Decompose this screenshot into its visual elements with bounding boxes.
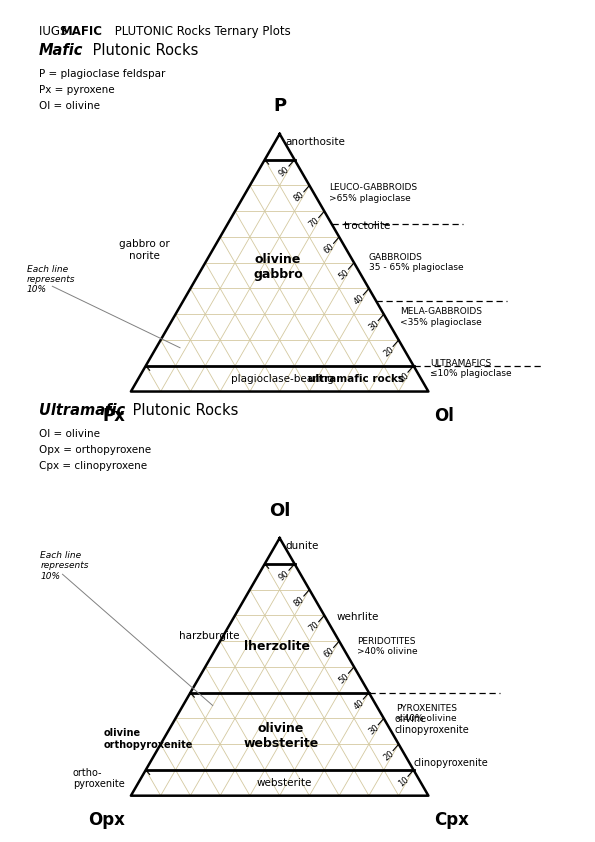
Text: Ol = olivine: Ol = olivine: [39, 101, 100, 111]
Text: ultramafic rocks: ultramafic rocks: [308, 374, 404, 384]
Text: Plutonic Rocks: Plutonic Rocks: [128, 403, 239, 418]
Text: GABBROIDS
35 - 65% plagioclase: GABBROIDS 35 - 65% plagioclase: [369, 253, 464, 273]
Text: Mafic: Mafic: [39, 43, 83, 58]
Text: dunite: dunite: [286, 541, 319, 552]
Text: lherzolite: lherzolite: [244, 640, 309, 653]
Text: olivine
websterite: olivine websterite: [243, 722, 319, 750]
Text: Ol: Ol: [434, 407, 454, 424]
Text: gabbro or
norite: gabbro or norite: [119, 239, 170, 261]
Text: Ol = olivine: Ol = olivine: [39, 429, 100, 439]
Text: Px = pyroxene: Px = pyroxene: [39, 85, 114, 95]
Text: 80: 80: [292, 190, 306, 204]
Text: Px: Px: [102, 407, 125, 424]
Text: 60: 60: [322, 646, 336, 659]
Text: PERIDOTITES
>40% olivine: PERIDOTITES >40% olivine: [357, 637, 418, 656]
Text: 20: 20: [381, 749, 396, 763]
Text: Cpx: Cpx: [434, 811, 469, 829]
Text: wehrlite: wehrlite: [336, 612, 378, 622]
Text: troctolite: troctolite: [344, 221, 391, 231]
Text: 90: 90: [277, 164, 292, 179]
Text: 10: 10: [396, 775, 411, 788]
Text: clinopyroxenite: clinopyroxenite: [414, 758, 488, 768]
Text: 80: 80: [292, 594, 306, 608]
Text: websterite: websterite: [256, 778, 312, 788]
Text: MELA-GABBROIDS
<35% plagioclase: MELA-GABBROIDS <35% plagioclase: [400, 307, 482, 327]
Text: Plutonic Rocks: Plutonic Rocks: [88, 43, 199, 58]
Text: Opx = orthopyroxene: Opx = orthopyroxene: [39, 445, 151, 455]
Text: Ol: Ol: [269, 502, 290, 520]
Text: MAFIC: MAFIC: [61, 24, 103, 38]
Text: 40: 40: [352, 697, 366, 711]
Text: IUGS: IUGS: [39, 24, 71, 38]
Text: ortho-
pyroxenite: ortho- pyroxenite: [73, 768, 124, 790]
Text: 40: 40: [352, 293, 366, 307]
Text: ULTRAMAFICS
≤10% plagioclase: ULTRAMAFICS ≤10% plagioclase: [430, 359, 512, 378]
Text: 10: 10: [396, 370, 411, 384]
Text: olivine
gabbro: olivine gabbro: [253, 253, 303, 281]
Text: Opx: Opx: [88, 811, 125, 829]
Text: PLUTONIC Rocks Ternary Plots: PLUTONIC Rocks Ternary Plots: [111, 24, 290, 38]
Text: Ultramafic: Ultramafic: [39, 403, 125, 418]
Text: 50: 50: [337, 268, 351, 281]
Text: 90: 90: [277, 568, 292, 583]
Text: olivine
orthopyroxenite: olivine orthopyroxenite: [104, 728, 193, 750]
Text: harzburgite: harzburgite: [178, 631, 239, 641]
Text: plagioclase-bearing: plagioclase-bearing: [231, 374, 337, 384]
Text: Each line
represents
10%: Each line represents 10%: [27, 264, 76, 295]
Text: 30: 30: [367, 723, 381, 737]
Text: Each line
represents
10%: Each line represents 10%: [40, 551, 89, 581]
Text: P: P: [273, 98, 286, 115]
Text: 50: 50: [337, 672, 351, 685]
Text: 70: 70: [307, 621, 321, 634]
Text: LEUCO-GABBROIDS
>65% plagioclase: LEUCO-GABBROIDS >65% plagioclase: [329, 184, 417, 203]
Text: 60: 60: [322, 242, 336, 255]
Text: 70: 70: [307, 216, 321, 230]
Text: 20: 20: [381, 345, 396, 359]
Text: anorthosite: anorthosite: [286, 137, 346, 147]
Text: 30: 30: [367, 319, 381, 333]
Text: olivine
clinopyroxenite: olivine clinopyroxenite: [394, 714, 469, 735]
Text: PYROXENITES
<40% olivine: PYROXENITES <40% olivine: [396, 704, 457, 723]
Text: Cpx = clinopyroxene: Cpx = clinopyroxene: [39, 461, 147, 471]
Text: P = plagioclase feldspar: P = plagioclase feldspar: [39, 69, 165, 79]
